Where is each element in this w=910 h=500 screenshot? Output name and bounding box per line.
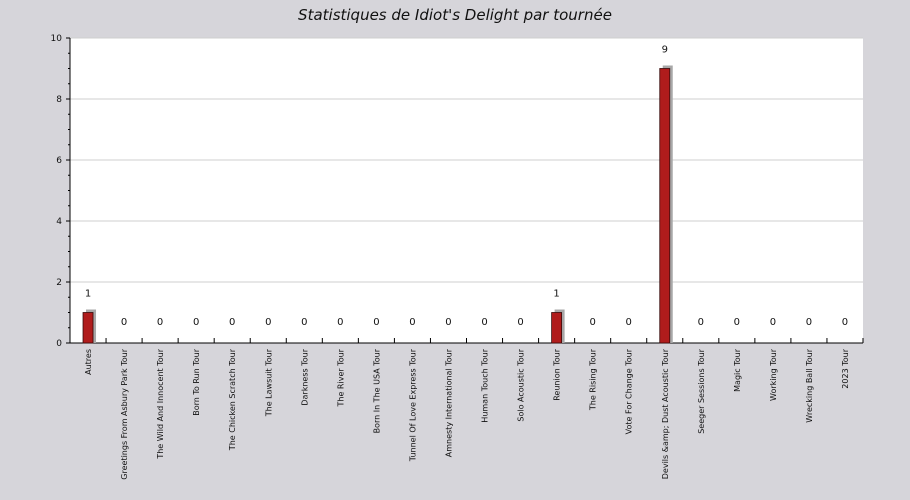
x-tick-label: 2023 Tour bbox=[841, 348, 850, 388]
x-tick-label: Born In The USA Tour bbox=[372, 348, 381, 433]
x-tick-label: Solo Acoustic Tour bbox=[517, 348, 526, 421]
bars bbox=[82, 65, 673, 344]
x-tick-label: Tunnel Of Love Express Tour bbox=[408, 348, 417, 462]
data-label: 0 bbox=[517, 317, 523, 328]
y-tick-label: 10 bbox=[51, 34, 63, 44]
x-tick-label: The Lawsuit Tour bbox=[264, 348, 273, 417]
plot-area bbox=[70, 38, 863, 343]
data-label: 0 bbox=[301, 317, 307, 328]
x-tick-label: The Wild And Innocent Tour bbox=[156, 348, 165, 459]
grid-lines bbox=[70, 37, 863, 283]
x-tick-label: Reunion Tour bbox=[553, 348, 562, 400]
data-label: 0 bbox=[373, 317, 379, 328]
data-label: 0 bbox=[589, 317, 595, 328]
x-tick-label: Darkness Tour bbox=[300, 348, 309, 405]
bar bbox=[82, 312, 94, 344]
chart-title: Statistiques de Idiot's Delight par tour… bbox=[298, 6, 612, 24]
x-tick-label: Wrecking Ball Tour bbox=[805, 348, 814, 422]
data-label: 0 bbox=[229, 317, 235, 328]
x-tick-label: The River Tour bbox=[336, 348, 345, 407]
x-tick-label: Working Tour bbox=[769, 348, 778, 401]
x-tick-label: Born To Run Tour bbox=[192, 348, 201, 415]
y-tick-label: 0 bbox=[56, 339, 62, 349]
x-tick-label: Greetings From Asbury Park Tour bbox=[120, 348, 129, 479]
y-tick-label: 4 bbox=[56, 217, 62, 227]
data-label: 0 bbox=[157, 317, 163, 328]
bar bbox=[551, 312, 563, 344]
x-tick-label: The Chicken Scratch Tour bbox=[228, 348, 237, 451]
data-labels: 1 0 0 0 0 0 0 0 0 0 0 0 0 1 0 0 9 0 0 0 0 0 bbox=[85, 45, 848, 329]
data-label: 0 bbox=[409, 317, 415, 328]
x-tick-label: Human Touch Tour bbox=[481, 348, 490, 422]
data-label: 0 bbox=[193, 317, 199, 328]
data-label: 0 bbox=[265, 317, 271, 328]
x-tick-label: Vote For Change Tour bbox=[625, 348, 634, 434]
data-label: 0 bbox=[337, 317, 343, 328]
data-label: 0 bbox=[698, 317, 704, 328]
data-label: 9 bbox=[662, 45, 668, 56]
data-label: 0 bbox=[445, 317, 451, 328]
x-tick-label: The Rising Tour bbox=[589, 348, 598, 411]
data-label: 0 bbox=[626, 317, 632, 328]
data-label: 0 bbox=[734, 317, 740, 328]
y-tick-label: 2 bbox=[56, 278, 62, 288]
data-label: 0 bbox=[770, 317, 776, 328]
bar bbox=[659, 68, 671, 344]
data-label: 0 bbox=[806, 317, 812, 328]
y-tick-label: 8 bbox=[56, 95, 62, 105]
data-label: 1 bbox=[85, 289, 91, 300]
x-tick-labels: Autres Greetings From Asbury Park Tour The… bbox=[84, 348, 850, 479]
x-tick-label: Devils &amp; Dust Acoustic Tour bbox=[661, 348, 670, 479]
x-tick-label: Seeger Sessions Tour bbox=[697, 348, 706, 433]
data-label: 1 bbox=[553, 289, 559, 300]
x-tick-label: Autres bbox=[84, 349, 93, 375]
x-tick-label: Amnesty International Tour bbox=[444, 348, 453, 457]
y-tick-label: 6 bbox=[56, 156, 62, 166]
x-tick-label: Magic Tour bbox=[733, 348, 742, 392]
data-label: 0 bbox=[481, 317, 487, 328]
data-label: 0 bbox=[842, 317, 848, 328]
data-label: 0 bbox=[121, 317, 127, 328]
